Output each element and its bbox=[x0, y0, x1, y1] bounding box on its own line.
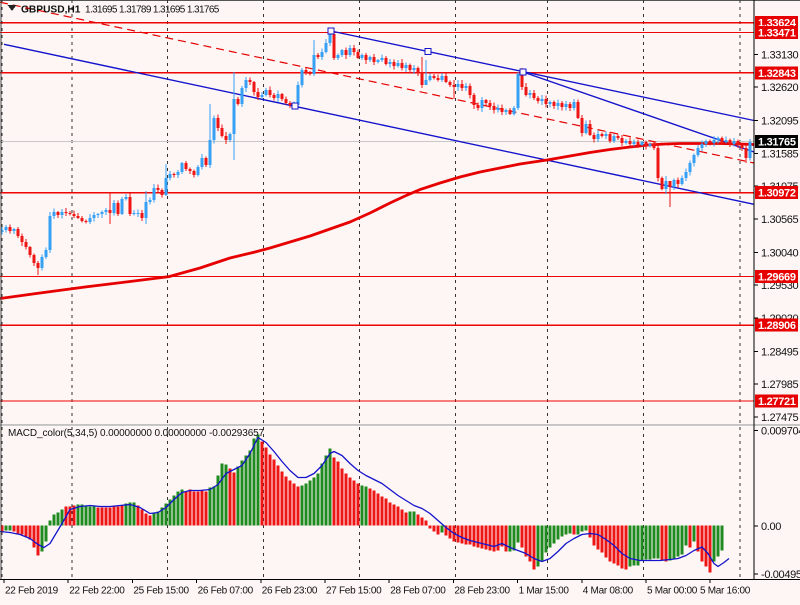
svg-text:28 Feb 07:00: 28 Feb 07:00 bbox=[390, 586, 446, 597]
svg-text:GBPUSD,H1: GBPUSD,H1 bbox=[21, 5, 81, 16]
svg-text:1.31585: 1.31585 bbox=[761, 148, 799, 160]
svg-text:1.33471: 1.33471 bbox=[758, 28, 796, 40]
svg-text:22 Feb 22:00: 22 Feb 22:00 bbox=[69, 586, 125, 597]
svg-text:-0.0049587: -0.0049587 bbox=[761, 569, 800, 581]
svg-text:1.29530: 1.29530 bbox=[761, 280, 799, 292]
svg-text:5 Mar 00:00: 5 Mar 00:00 bbox=[647, 586, 698, 597]
svg-text:0.0097046: 0.0097046 bbox=[761, 426, 800, 438]
svg-text:1.31695 1.31789 1.31695 1.3176: 1.31695 1.31789 1.31695 1.31765 bbox=[85, 5, 220, 16]
svg-text:26 Feb 23:00: 26 Feb 23:00 bbox=[262, 586, 318, 597]
svg-text:1.32843: 1.32843 bbox=[758, 68, 796, 80]
svg-text:1.32620: 1.32620 bbox=[761, 82, 799, 94]
svg-text:1.27721: 1.27721 bbox=[758, 396, 796, 408]
svg-text:1.30040: 1.30040 bbox=[761, 248, 799, 260]
svg-text:4 Mar 08:00: 4 Mar 08:00 bbox=[583, 586, 634, 597]
svg-text:1.28906: 1.28906 bbox=[758, 320, 796, 332]
svg-text:1.27475: 1.27475 bbox=[761, 412, 799, 424]
svg-text:1.32095: 1.32095 bbox=[761, 116, 799, 128]
svg-text:22 Feb 2019: 22 Feb 2019 bbox=[5, 586, 59, 597]
svg-text:MACD_color(5,34,5) 0.00000000: MACD_color(5,34,5) 0.00000000 0.00000000… bbox=[8, 428, 265, 439]
svg-text:1.30972: 1.30972 bbox=[758, 188, 796, 200]
svg-text:1.30565: 1.30565 bbox=[761, 214, 799, 226]
svg-text:1.27985: 1.27985 bbox=[761, 379, 799, 391]
svg-text:1.28495: 1.28495 bbox=[761, 347, 799, 359]
svg-text:1.29669: 1.29669 bbox=[758, 272, 796, 284]
svg-text:1 Mar 15:00: 1 Mar 15:00 bbox=[519, 586, 570, 597]
svg-text:26 Feb 07:00: 26 Feb 07:00 bbox=[198, 586, 254, 597]
svg-text:1.31765: 1.31765 bbox=[758, 137, 796, 149]
svg-text:1.33130: 1.33130 bbox=[761, 49, 799, 61]
svg-text:5 Mar 16:00: 5 Mar 16:00 bbox=[700, 586, 751, 597]
svg-text:0.00: 0.00 bbox=[761, 521, 781, 533]
svg-text:28 Feb 23:00: 28 Feb 23:00 bbox=[454, 586, 510, 597]
svg-text:25 Feb 15:00: 25 Feb 15:00 bbox=[133, 586, 189, 597]
svg-text:27 Feb 15:00: 27 Feb 15:00 bbox=[326, 586, 382, 597]
